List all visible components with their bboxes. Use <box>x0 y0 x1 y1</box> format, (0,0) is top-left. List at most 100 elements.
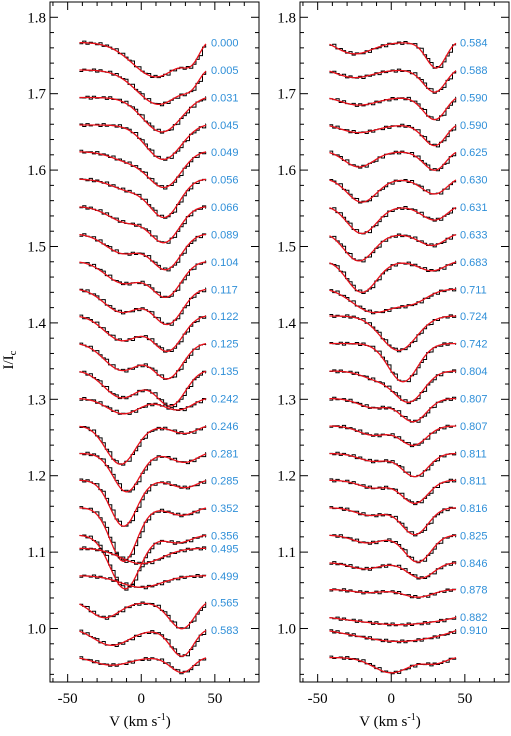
left-phase-label: 0.285 <box>211 475 239 487</box>
left-phase-label: 0.583 <box>211 625 239 637</box>
right-phase-label: 0.825 <box>460 530 488 542</box>
right-y-tick-label: 1.4 <box>277 316 296 332</box>
right-model-profile <box>329 151 457 171</box>
left-model-profile <box>79 343 207 380</box>
right-plot-frame <box>299 1 510 683</box>
left-x-axis-label: V (km s-1) <box>109 712 170 730</box>
left-model-profile <box>79 575 206 588</box>
right-model-profile <box>329 562 456 579</box>
right-model-profile <box>329 342 456 383</box>
left-model-profile <box>79 547 206 565</box>
left-phase-label: 0.066 <box>211 202 239 214</box>
left-phase-label: 0.281 <box>211 449 239 461</box>
left-profile: 0.499 <box>79 571 239 590</box>
left-phase-label: 0.005 <box>211 65 239 77</box>
left-profiles: 0.000 0.005 0.031 0.045 0.049 0.056 0.066 0.089… <box>79 37 239 675</box>
left-model-profile <box>79 425 207 465</box>
left-observed-profile <box>79 534 207 591</box>
right-phase-label: 0.807 <box>460 421 488 433</box>
right-profile: 0.811 <box>329 475 487 506</box>
right-model-profile <box>329 425 456 447</box>
right-phase-label: 0.811 <box>460 475 487 487</box>
right-profile: 0.588 <box>329 65 488 94</box>
right-model-profile <box>329 534 456 563</box>
right-model-profile <box>329 179 457 203</box>
left-phase-label: 0.045 <box>211 120 239 132</box>
right-x-tick-label: -50 <box>308 691 328 707</box>
left-phase-label: 0.352 <box>211 503 239 515</box>
right-phase-label: 0.588 <box>460 65 488 77</box>
left-model-profile <box>79 151 207 189</box>
left-model-profile <box>79 479 207 527</box>
right-profile: 0.807 <box>329 421 488 448</box>
left-panel: 1.01.11.21.31.41.51.61.71.8-50 0 500.0000.… <box>27 1 260 707</box>
right-phase-label: 0.816 <box>460 503 488 515</box>
left-phase-label: 0.000 <box>211 37 239 49</box>
right-x-tick-label: 50 <box>457 691 472 707</box>
left-phase-label: 0.056 <box>211 174 239 186</box>
right-phase-label: 0.631 <box>460 202 488 214</box>
left-phase-label: 0.242 <box>211 394 239 406</box>
right-profile: 0.882 <box>329 612 488 627</box>
right-profile: 0.633 <box>329 229 488 263</box>
left-profile: 0.246 <box>79 421 239 466</box>
left-profile: 0.056 <box>79 174 239 219</box>
right-phase-label: 0.811 <box>460 449 487 461</box>
right-model-profile <box>329 588 456 598</box>
left-profile: 0.135 <box>79 366 239 408</box>
right-observed-profile <box>329 314 457 353</box>
left-x-ticks: -50 0 50 <box>52 2 260 707</box>
left-model-profile <box>79 41 207 78</box>
right-model-profile <box>329 656 457 674</box>
right-x-tick-label: 0 <box>388 691 396 707</box>
left-profile: 0.000 <box>79 37 239 79</box>
left-y-tick-label: 1.2 <box>27 469 46 485</box>
right-phase-label: 0.633 <box>460 229 488 241</box>
right-y-tick-label: 1.2 <box>277 469 296 485</box>
right-y-tick-label: 1.7 <box>277 87 296 103</box>
right-y-tick-label: 1.6 <box>277 163 296 179</box>
left-model-profile <box>79 630 207 657</box>
right-model-profile <box>329 630 457 643</box>
left-observed-profile <box>79 123 207 161</box>
right-y-tick-label: 1.5 <box>277 239 296 255</box>
left-model-profile <box>79 657 207 674</box>
right-profile: 0.807 <box>329 394 488 423</box>
right-model-profile <box>329 370 456 403</box>
right-profile: 0.811 <box>329 449 487 478</box>
left-phase-label: 0.135 <box>211 366 239 378</box>
right-phase-label: 0.807 <box>460 394 488 406</box>
right-y-tick-label: 1.3 <box>277 392 296 408</box>
left-phase-label: 0.089 <box>211 229 239 241</box>
left-profile: 0.089 <box>79 229 239 272</box>
right-profile: 0.846 <box>329 558 488 580</box>
right-phase-label: 0.804 <box>460 366 488 378</box>
left-model-profile <box>79 69 207 106</box>
right-profile: 0.625 <box>329 147 488 172</box>
right-phase-label: 0.683 <box>460 257 488 269</box>
left-profile: 0.122 <box>79 311 239 353</box>
right-profile: 0.910 <box>329 625 488 644</box>
right-phase-label: 0.584 <box>460 37 488 49</box>
left-profile: 0.583 <box>79 625 239 658</box>
left-phase-label: 0.049 <box>211 147 239 159</box>
right-model-profile <box>329 507 457 536</box>
left-model-profile <box>79 398 207 415</box>
right-profile: 0.683 <box>329 257 488 294</box>
left-model-profile <box>79 507 207 562</box>
right-observed-profile <box>329 41 457 69</box>
left-profile: 0.005 <box>79 65 239 107</box>
left-y-tick-label: 1.5 <box>27 239 46 255</box>
left-phase-label: 0.499 <box>211 571 239 583</box>
right-profile <box>329 655 457 675</box>
left-model-profile <box>79 288 207 326</box>
left-profile: 0.281 <box>79 449 239 493</box>
left-phase-label: 0.565 <box>211 598 239 610</box>
left-y-tick-label: 1.0 <box>27 622 46 638</box>
right-model-profile <box>329 206 457 235</box>
left-profile: 0.285 <box>79 475 239 527</box>
left-phase-label: 0.031 <box>211 93 239 105</box>
right-y-tick-label: 1.8 <box>277 10 296 26</box>
right-phase-label: 0.882 <box>460 612 488 624</box>
